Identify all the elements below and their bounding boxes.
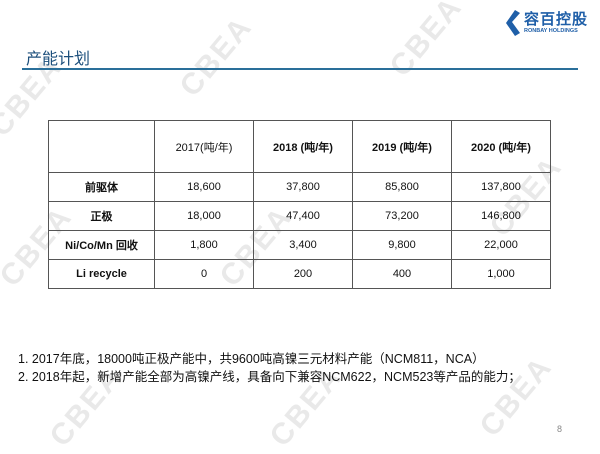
table-cell: 37,800 — [253, 172, 353, 202]
note-item: 2. 2018年起，新增产能全部为高镍产线，具备向下兼容NCM622，NCM52… — [18, 370, 521, 384]
table-cell: 73,200 — [352, 201, 452, 231]
table-cell: 85,800 — [352, 172, 452, 202]
table-header-cell: 2018 (吨/年) — [253, 120, 353, 173]
table-cell: 137,800 — [451, 172, 551, 202]
table-header-cell: 2020 (吨/年) — [451, 120, 551, 173]
note-item: 1. 2017年底，18000吨正极产能中，共9600吨高镍三元材料产能（NCM… — [18, 352, 485, 366]
table-cell: 200 — [253, 259, 353, 289]
table-row: Li recycle 0 200 400 1,000 — [48, 259, 551, 289]
watermark: CBEA — [173, 10, 259, 103]
table-cell: 1,800 — [154, 230, 254, 260]
company-logo: 容百控股 RONBAY HOLDINGS — [506, 8, 589, 38]
table-cell: 0 — [154, 259, 254, 289]
table-row: Ni/Co/Mn 回收 1,800 3,400 9,800 22,000 — [48, 230, 551, 260]
table-header-cell — [48, 120, 155, 173]
table-cell: 400 — [352, 259, 452, 289]
logo-name-cn: 容百控股 — [524, 11, 589, 28]
capacity-table: 2017(吨/年) 2018 (吨/年) 2019 (吨/年) 2020 (吨/… — [48, 120, 551, 289]
slide-title: 产能计划 — [26, 51, 91, 68]
table-header-cell: 2019 (吨/年) — [352, 120, 452, 173]
table-cell: 3,400 — [253, 230, 353, 260]
table-cell: 18,600 — [154, 172, 254, 202]
row-label: 正极 — [48, 201, 155, 231]
page-number: 8 — [557, 424, 563, 434]
logo-name-en: RONBAY HOLDINGS — [524, 28, 578, 34]
table-cell: 9,800 — [352, 230, 452, 260]
table-cell: 1,000 — [451, 259, 551, 289]
row-label: 前驱体 — [48, 172, 155, 202]
table-row: 正极 18,000 47,400 73,200 146,800 — [48, 201, 551, 231]
table-cell: 47,400 — [253, 201, 353, 231]
logo-mark-icon — [506, 10, 520, 36]
table-cell: 146,800 — [451, 201, 551, 231]
table-header-row: 2017(吨/年) 2018 (吨/年) 2019 (吨/年) 2020 (吨/… — [48, 120, 551, 173]
table-cell: 18,000 — [154, 201, 254, 231]
row-label: Ni/Co/Mn 回收 — [48, 230, 155, 260]
row-label: Li recycle — [48, 259, 155, 289]
title-divider — [22, 68, 578, 70]
notes-list: 1. 2017年底，18000吨正极产能中，共9600吨高镍三元材料产能（NCM… — [18, 350, 521, 386]
watermark: CBEA — [383, 0, 469, 83]
table-row: 前驱体 18,600 37,800 85,800 137,800 — [48, 172, 551, 202]
table-header-cell: 2017(吨/年) — [154, 120, 254, 173]
table-cell: 22,000 — [451, 230, 551, 260]
